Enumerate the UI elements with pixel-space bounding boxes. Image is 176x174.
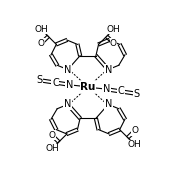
Text: O: O	[48, 131, 55, 140]
Text: N: N	[64, 99, 71, 109]
Text: OH: OH	[128, 140, 142, 149]
Text: OH: OH	[45, 144, 59, 153]
Text: S: S	[133, 89, 139, 99]
Text: OH: OH	[107, 25, 120, 34]
Text: O: O	[38, 39, 45, 48]
Text: Ru: Ru	[80, 82, 96, 92]
Text: C: C	[117, 86, 124, 96]
Text: N: N	[105, 99, 112, 109]
Text: S: S	[37, 75, 43, 85]
Text: N: N	[105, 65, 112, 75]
Text: O: O	[110, 39, 117, 48]
Text: N: N	[64, 65, 71, 75]
Text: N: N	[66, 80, 73, 90]
Text: O: O	[131, 126, 138, 135]
Text: N: N	[103, 84, 110, 94]
Text: C: C	[52, 78, 59, 88]
Text: OH: OH	[34, 25, 48, 34]
